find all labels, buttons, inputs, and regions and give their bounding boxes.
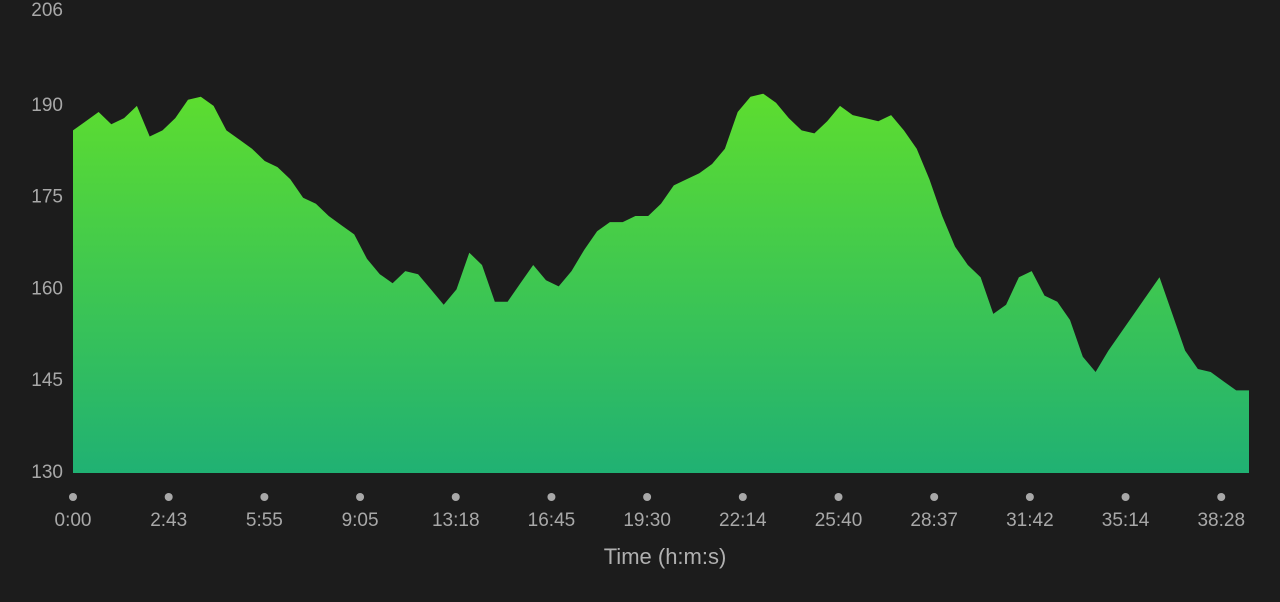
x-tick-label: 16:45: [528, 510, 576, 531]
x-tick-dot: [260, 493, 269, 501]
x-tick-dot: [834, 493, 843, 501]
x-tick-label: 31:42: [1006, 510, 1054, 531]
x-tick-dot: [643, 493, 652, 501]
x-tick-dot: [1025, 493, 1034, 501]
y-tick-label: 145: [31, 370, 63, 391]
x-axis-title: Time (h:m:s): [604, 544, 727, 569]
x-tick-label: 5:55: [246, 510, 283, 531]
y-tick-label: 160: [31, 278, 63, 299]
x-tick-dot: [164, 493, 173, 501]
x-tick-dot: [356, 493, 365, 501]
x-tick-dot: [451, 493, 460, 501]
x-tick-dot: [930, 493, 939, 501]
x-tick-label: 22:14: [719, 510, 767, 531]
x-tick-label: 2:43: [150, 510, 187, 531]
x-tick-label: 13:18: [432, 510, 480, 531]
x-tick-dot: [547, 493, 556, 501]
x-tick-dot: [738, 493, 747, 501]
x-tick-label: 19:30: [623, 510, 671, 531]
y-tick-label: 206: [31, 0, 63, 21]
y-tick-label: 190: [31, 95, 63, 116]
y-tick-label: 175: [31, 187, 63, 208]
x-tick-label: 35:14: [1102, 510, 1150, 531]
x-tick-label: 9:05: [342, 510, 379, 531]
x-tick-label: 28:37: [910, 510, 958, 531]
y-tick-label: 130: [31, 462, 63, 483]
x-tick-label: 0:00: [55, 510, 92, 531]
x-tick-dot: [1217, 493, 1226, 501]
x-tick-dot: [1121, 493, 1130, 501]
x-tick-label: 38:28: [1197, 510, 1245, 531]
x-tick-label: 25:40: [815, 510, 863, 531]
heart-rate-area: [73, 93, 1249, 473]
x-tick-dot: [69, 493, 77, 501]
